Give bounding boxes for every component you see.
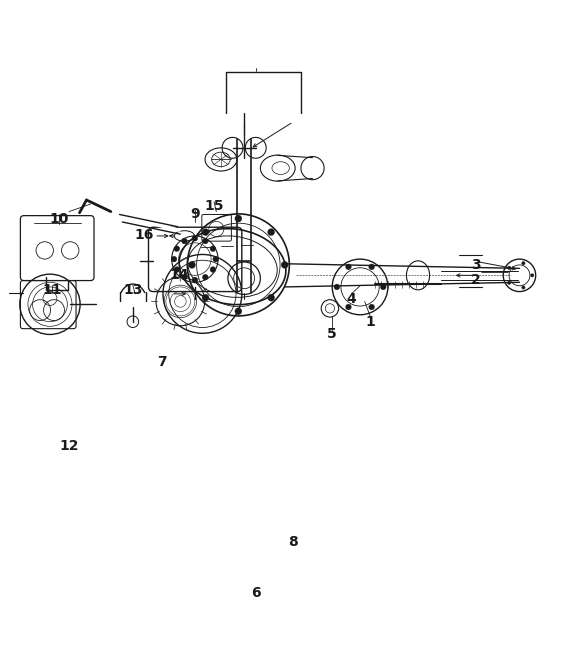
Circle shape <box>202 274 208 280</box>
Circle shape <box>188 261 195 269</box>
Circle shape <box>346 304 352 310</box>
Circle shape <box>346 264 352 270</box>
Circle shape <box>213 256 218 262</box>
Text: 7: 7 <box>157 355 167 369</box>
Text: 2: 2 <box>471 273 481 287</box>
Circle shape <box>181 274 187 280</box>
Text: 15: 15 <box>205 198 224 213</box>
Circle shape <box>369 304 375 310</box>
Text: 13: 13 <box>123 283 142 297</box>
Circle shape <box>171 256 177 262</box>
Circle shape <box>181 238 187 244</box>
Circle shape <box>530 274 534 277</box>
Circle shape <box>268 229 275 236</box>
Circle shape <box>235 215 242 222</box>
Text: 16: 16 <box>135 228 154 242</box>
Text: 5: 5 <box>327 328 337 341</box>
Circle shape <box>507 266 511 270</box>
Circle shape <box>174 267 180 272</box>
Text: 1: 1 <box>365 314 375 329</box>
Circle shape <box>522 286 525 290</box>
Circle shape <box>210 267 216 272</box>
Text: 8: 8 <box>289 535 298 549</box>
Circle shape <box>235 308 242 315</box>
Circle shape <box>334 284 340 290</box>
Circle shape <box>522 261 525 265</box>
Circle shape <box>202 294 209 301</box>
Text: 12: 12 <box>59 440 79 453</box>
Text: 4: 4 <box>346 291 356 305</box>
Circle shape <box>202 229 209 236</box>
Circle shape <box>192 235 198 241</box>
Circle shape <box>202 238 208 244</box>
Text: 10: 10 <box>49 212 69 225</box>
Circle shape <box>268 294 275 301</box>
Text: 9: 9 <box>190 208 200 221</box>
Text: 3: 3 <box>471 258 481 272</box>
Text: 6: 6 <box>251 586 260 600</box>
Text: 14: 14 <box>170 269 189 282</box>
Circle shape <box>210 246 216 252</box>
Circle shape <box>174 246 180 252</box>
Circle shape <box>381 284 386 290</box>
Circle shape <box>369 264 375 270</box>
Text: 11: 11 <box>42 283 62 297</box>
Circle shape <box>281 261 288 269</box>
Circle shape <box>192 277 198 283</box>
Circle shape <box>507 281 511 284</box>
